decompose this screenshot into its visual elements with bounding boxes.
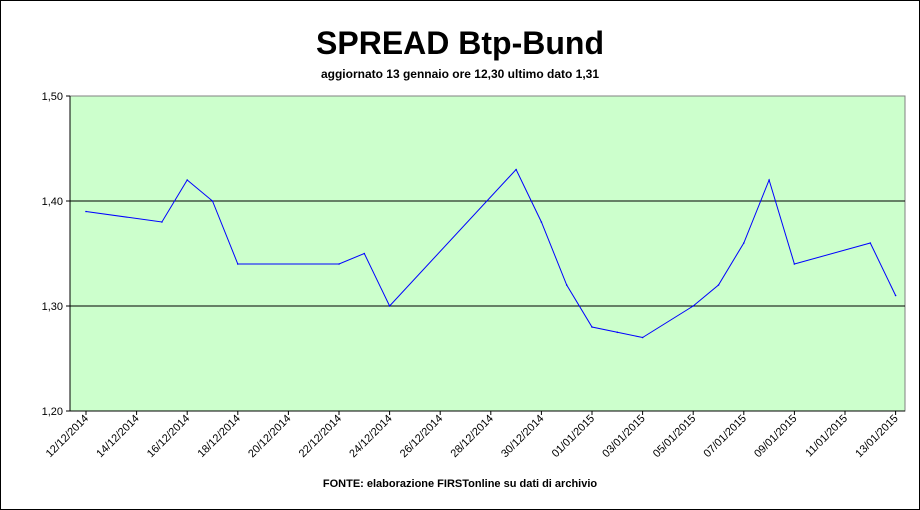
data-point bbox=[338, 263, 340, 265]
x-tick-label: 24/12/2014 bbox=[347, 413, 394, 460]
x-tick-label: 16/12/2014 bbox=[145, 413, 192, 460]
data-point bbox=[565, 284, 568, 286]
x-tick-label: 26/12/2014 bbox=[398, 413, 445, 460]
data-point bbox=[237, 263, 239, 265]
x-tick-label: 03/01/2015 bbox=[600, 413, 647, 460]
x-tick-label: 22/12/2014 bbox=[297, 413, 344, 460]
x-tick-label: 28/12/2014 bbox=[449, 413, 496, 460]
data-point bbox=[591, 326, 593, 328]
x-tick-label: 20/12/2014 bbox=[246, 413, 293, 460]
data-point bbox=[641, 336, 644, 339]
data-point bbox=[85, 210, 87, 213]
data-point bbox=[743, 242, 745, 244]
data-point bbox=[717, 284, 720, 286]
data-point bbox=[363, 252, 366, 255]
data-point bbox=[793, 263, 796, 265]
x-tick-label: 01/01/2015 bbox=[550, 413, 597, 460]
data-point bbox=[616, 331, 619, 334]
y-tick-label: 1,30 bbox=[42, 301, 63, 313]
x-tick-label: 18/12/2014 bbox=[196, 413, 243, 460]
chart-source: FONTE: elaborazione FIRSTonline su dati … bbox=[322, 478, 598, 490]
x-tick-label: 30/12/2014 bbox=[499, 413, 546, 460]
chart-subtitle: aggiornato 13 gennaio ore 12,30 ultimo d… bbox=[320, 67, 600, 81]
data-point bbox=[768, 179, 770, 181]
data-point bbox=[540, 221, 543, 223]
x-tick-label: 13/01/2015 bbox=[853, 413, 900, 460]
x-tick-label: 14/12/2014 bbox=[94, 413, 141, 460]
x-tick-label: 05/01/2015 bbox=[651, 413, 698, 460]
data-point bbox=[869, 242, 872, 244]
x-tick-label: 12/12/2014 bbox=[44, 413, 91, 460]
y-tick-label: 1,40 bbox=[42, 196, 63, 208]
y-tick-label: 1,50 bbox=[42, 91, 63, 103]
x-tick-label: 07/01/2015 bbox=[702, 413, 749, 460]
data-point bbox=[894, 294, 897, 297]
data-point bbox=[515, 168, 517, 171]
data-point bbox=[388, 305, 391, 307]
data-point bbox=[186, 179, 188, 181]
data-point bbox=[161, 221, 163, 223]
y-tick-label: 1,20 bbox=[42, 406, 63, 418]
axes bbox=[66, 95, 905, 415]
x-tick-label: 11/01/2015 bbox=[803, 413, 850, 460]
x-tick-label: 09/01/2015 bbox=[752, 413, 799, 460]
series-layer bbox=[85, 168, 897, 339]
data-point bbox=[211, 200, 214, 202]
data-point bbox=[692, 305, 694, 307]
plot-background bbox=[69, 95, 906, 412]
chart-title: SPREAD Btp-Bund bbox=[316, 25, 604, 61]
